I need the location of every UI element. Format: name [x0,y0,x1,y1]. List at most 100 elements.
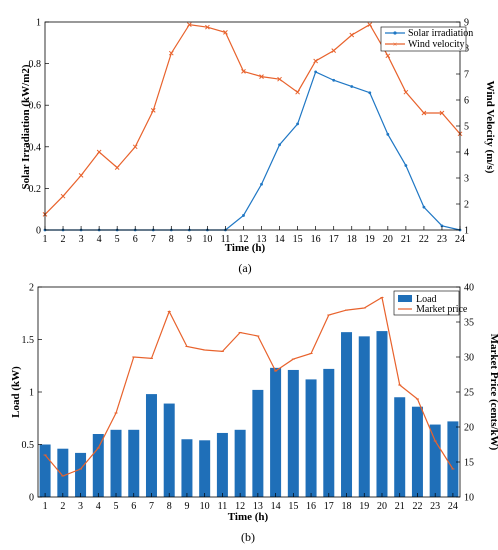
legend-b: Load Market price [393,290,468,316]
x-tick-label: 17 [329,234,339,245]
x-tick-label: 10 [202,234,212,245]
y-tick-label: 1.5 [22,335,35,346]
x-tick-label: 19 [359,501,369,512]
x-tick-label: 13 [253,501,263,512]
bar-load-1 [39,444,51,497]
x-tick-label: 7 [149,501,154,512]
y2-tick-label: 5 [464,122,469,133]
x-tick-label: 8 [167,501,172,512]
y2-tick-label: 20 [464,423,474,434]
x-tick-label: 1 [43,234,48,245]
y-tick-label: 0.4 [29,142,42,153]
y-tick-label: 0 [29,493,34,504]
x-tick-label: 22 [412,501,422,512]
left-axis-ticks-b: 0 0.5 1 1.5 2 [22,283,42,504]
x-tick-label: 16 [311,234,321,245]
x-tick-label: 1 [43,501,48,512]
point-wind-velocity-9 [186,22,192,27]
bar-load-10 [199,440,211,497]
y-tick-label: 0.5 [22,440,35,451]
x-tick-label: 7 [151,234,156,245]
bar-load-16 [305,379,317,497]
x-tick-label: 20 [383,234,393,245]
bar-load-7 [145,394,157,497]
point-wind-velocity-17 [331,48,337,53]
y2-tick-label: 40 [464,283,474,294]
x-tick-label: 22 [419,234,429,245]
bar-load-14 [270,367,282,497]
bar-load-8 [163,403,175,497]
left-axis-ticks-a: 0 0.2 0.4 0.6 0.8 1 [29,18,49,237]
y-tick-label: 0 [36,226,41,237]
point-wind-velocity-14 [277,76,282,82]
point-wind-velocity-4 [96,149,102,155]
point-wind-velocity-8 [168,50,174,56]
bar-load-12 [234,429,246,497]
bar-load-13 [252,389,264,497]
x-tick-label: 17 [324,501,334,512]
x-tick-label: 19 [365,234,375,245]
legend-label-wind: Wind velocity [408,39,465,50]
y2-tick-label: 10 [464,493,474,504]
point-solar-irradiation-12 [242,214,245,217]
point-wind-velocity-23 [439,110,445,116]
bar-load-21 [394,397,406,497]
bar-load-20 [376,331,388,497]
point-solar-irradiation-17 [332,78,336,82]
y2-tick-label: 1 [464,226,469,237]
point-wind-velocity-18 [349,32,355,38]
bar-load-15 [287,369,299,497]
y-axis-title-b: Load (kW) [10,366,22,418]
panel-label-a: (a) [238,261,251,275]
point-solar-irradiation-18 [350,85,354,88]
x-tick-label: 3 [78,501,83,512]
y2-tick-label: 25 [464,388,474,399]
x-tick-label: 24 [448,501,458,512]
bar-load-9 [181,439,193,497]
y-tick-label: 1 [36,18,41,29]
x-tick-label: 24 [455,234,465,245]
point-wind-velocity-10 [205,24,210,30]
x-tick-label: 15 [288,501,298,512]
bar-load-6 [128,429,140,497]
point-wind-velocity-15 [295,89,300,95]
x-tick-label: 18 [342,501,352,512]
y2-tick-label: 6 [464,96,469,107]
x-tick-label: 6 [133,234,138,245]
point-solar-irradiation-14 [278,143,281,147]
point-wind-velocity-16 [313,58,319,64]
x-tick-label: 9 [187,234,192,245]
point-wind-velocity-5 [114,165,120,170]
x-axis-title-a: Time (h) [225,242,266,254]
x-tick-label: 11 [218,501,228,512]
y2-tick-label: 3 [464,174,469,185]
y2-tick-label: 15 [464,458,474,469]
point-wind-velocity-19 [367,22,373,27]
legend-label-load: Load [416,294,437,305]
bar-load-22 [411,406,423,497]
y2-tick-label: 4 [464,148,469,159]
point-solar-irradiation-22 [422,205,426,209]
x-tick-label: 21 [395,501,405,512]
point-wind-velocity-21 [403,89,409,95]
point-wind-velocity-20 [385,53,391,59]
x-tick-label: 18 [347,234,357,245]
point-solar-irradiation-13 [260,182,263,186]
y-tick-label: 2 [29,283,34,294]
y2-tick-label: 7 [464,70,469,81]
y-axis-title-a: Solar Irradiation (kW/m2) [20,64,32,189]
legend-a: Solar irradiation × Wind velocity [380,26,473,52]
x-tick-label: 14 [275,234,285,245]
x-axis-title-b: Time (h) [228,511,269,523]
x-tick-label: 8 [169,234,174,245]
point-wind-velocity-11 [223,30,228,35]
point-wind-velocity-3 [78,173,84,178]
y2-tick-label: 2 [464,200,469,211]
point-solar-irradiation-16 [314,70,318,74]
x-tick-label: 23 [437,234,447,245]
series-line-wind-velocity [44,23,461,215]
point-solar-irradiation-15 [296,122,300,126]
bar-load-5 [110,429,122,497]
